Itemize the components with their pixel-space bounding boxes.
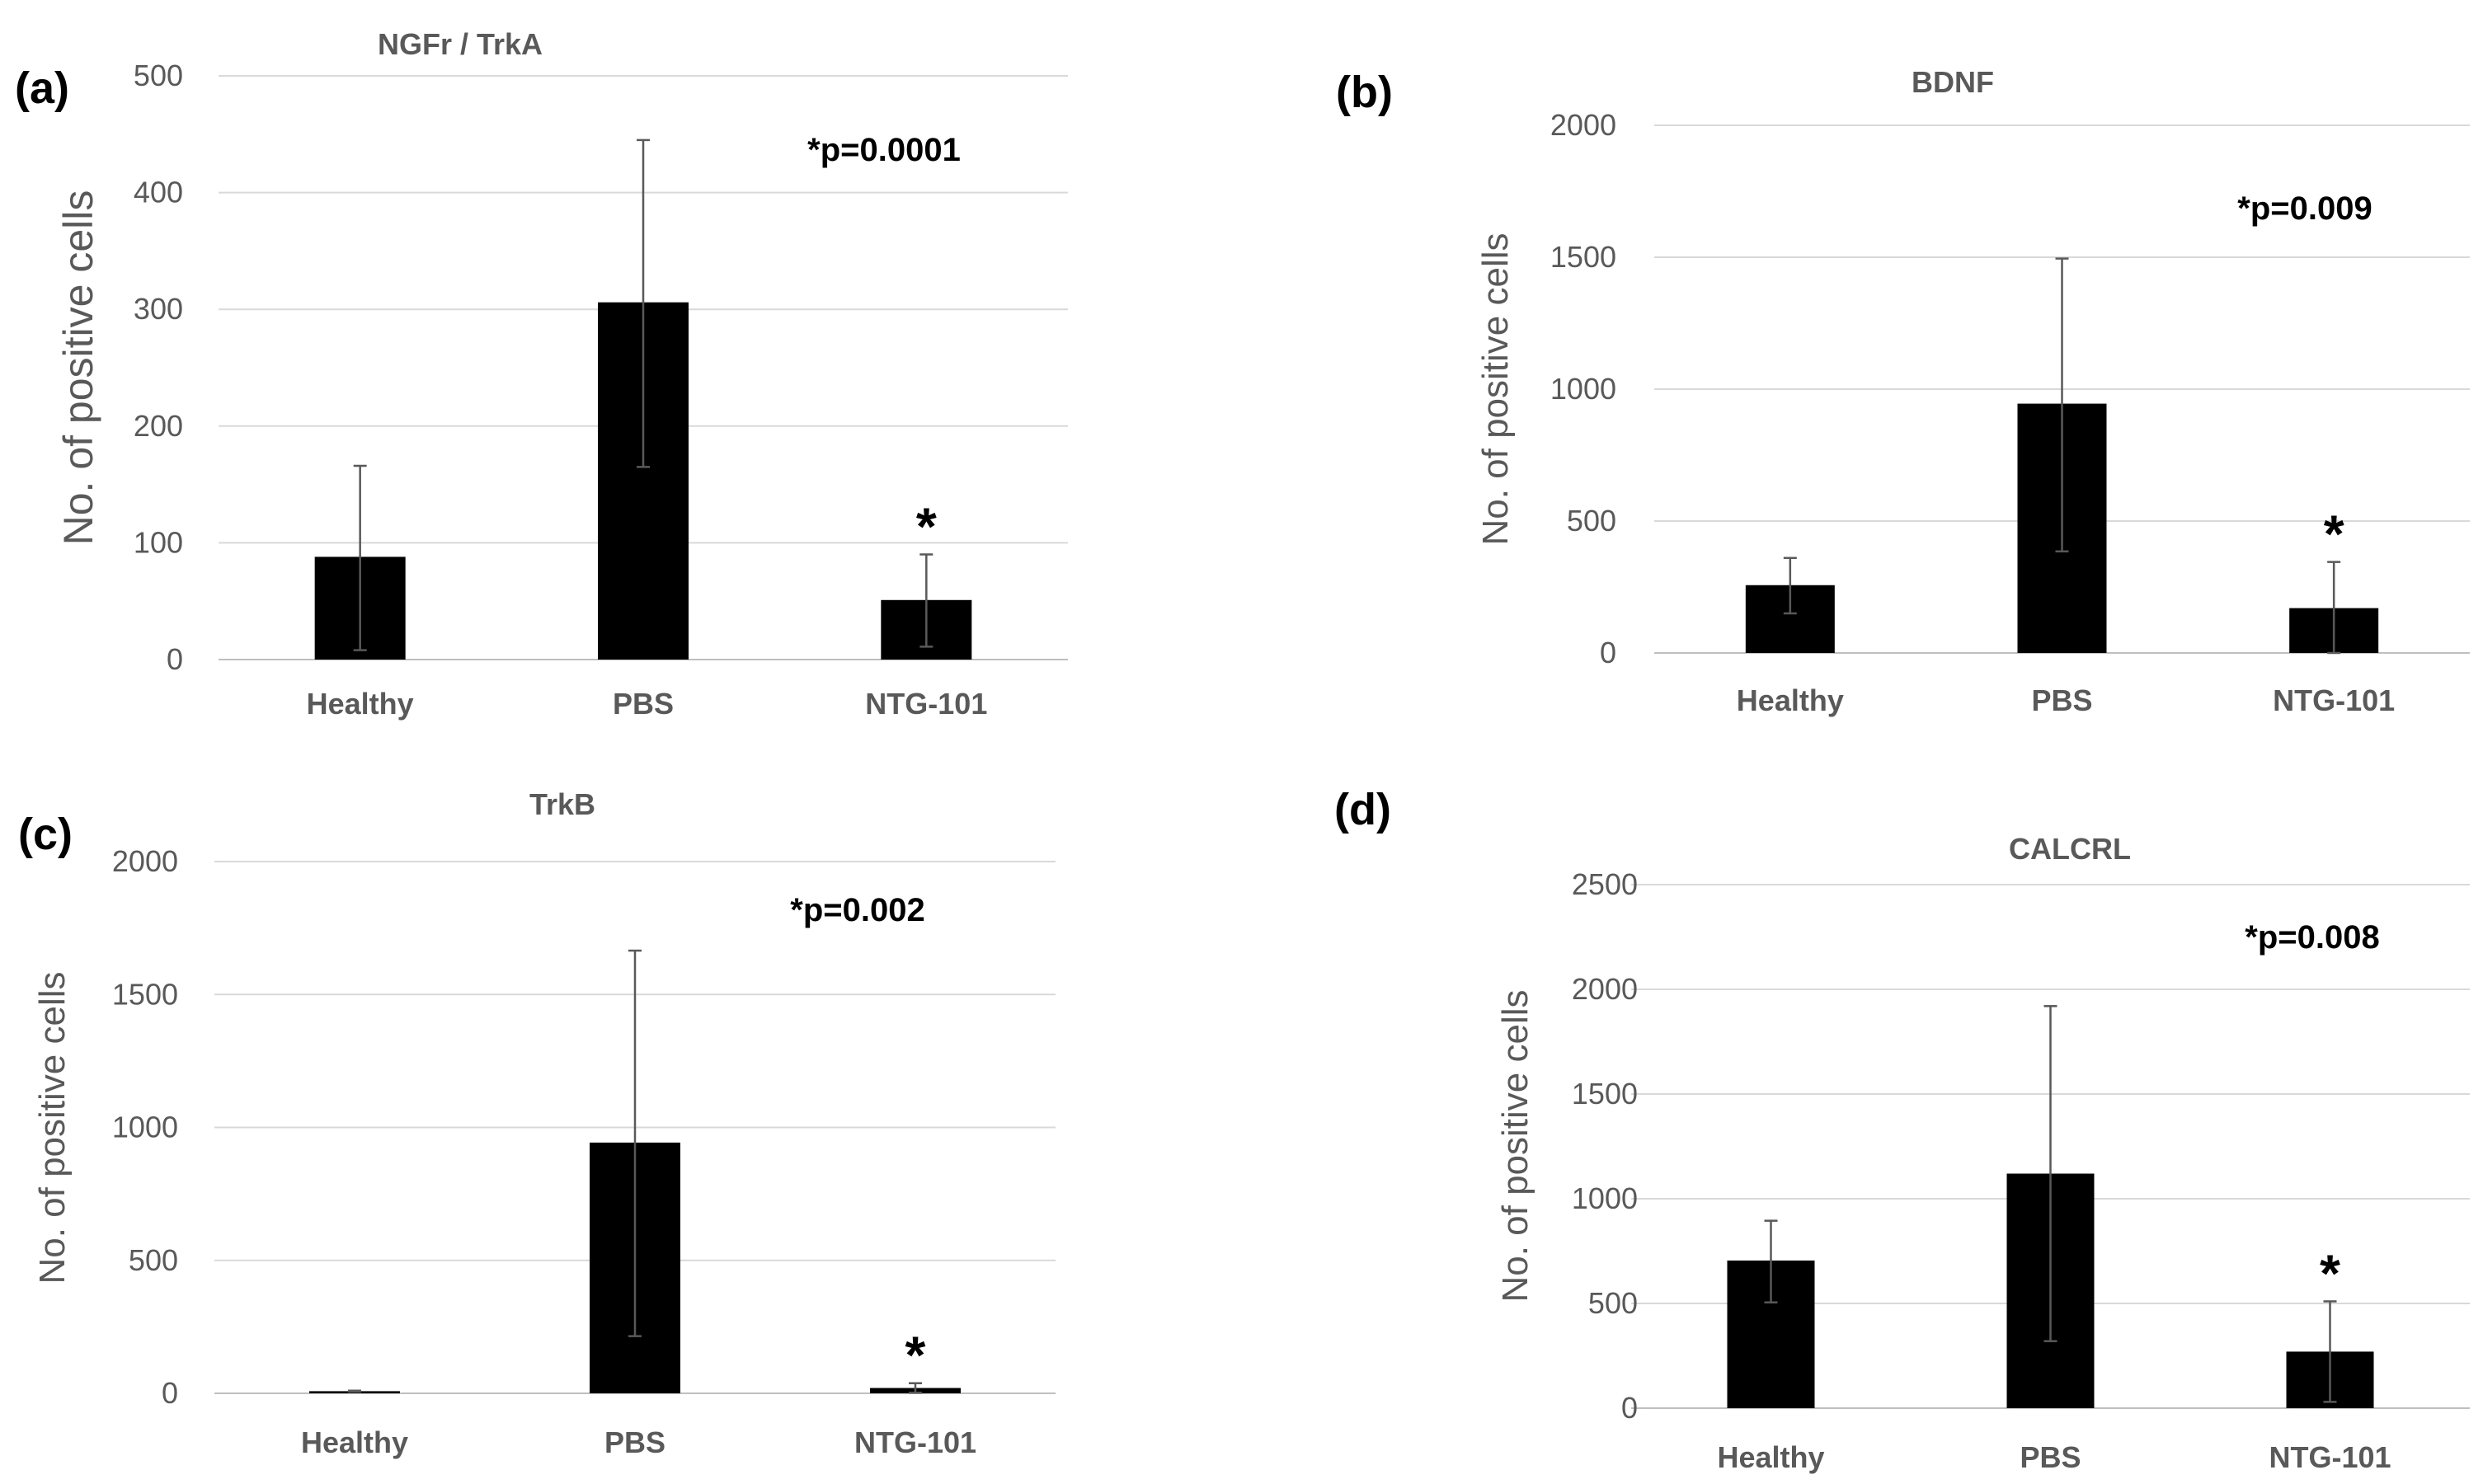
error-bar — [1783, 556, 1797, 615]
error-bar — [1764, 1219, 1778, 1303]
category-label: Healthy — [307, 687, 414, 721]
y-tick-label: 1000 — [112, 1111, 178, 1144]
panel-letter: (b) — [1336, 68, 1393, 117]
category-label: PBS — [604, 1425, 665, 1459]
category-label: PBS — [613, 687, 674, 721]
y-tick-label: 0 — [1600, 636, 1616, 669]
significance-star: * — [916, 497, 937, 556]
category-label: PBS — [2031, 683, 2092, 717]
chart-title: CALCRL — [2009, 832, 2131, 866]
y-tick-label: 0 — [1621, 1391, 1638, 1425]
category-label: NTG-101 — [854, 1425, 976, 1459]
error-bar — [919, 553, 933, 648]
category-label: Healthy — [1717, 1440, 1824, 1474]
category-label: Healthy — [1737, 683, 1844, 717]
y-tick-label: 2500 — [1572, 867, 1638, 901]
category-label: NTG-101 — [2273, 683, 2395, 717]
chart-title: BDNF — [1912, 65, 1994, 99]
y-tick-label: 400 — [134, 176, 183, 209]
chart-title: NGFr / TrkA — [378, 27, 543, 61]
y-tick-label: 1500 — [1572, 1077, 1638, 1111]
y-tick-label: 300 — [134, 292, 183, 326]
y-axis-label: No. of positive cells — [1475, 232, 1516, 545]
error-bar — [2043, 1005, 2057, 1342]
error-bar — [2327, 561, 2341, 655]
significance-star: * — [2324, 505, 2344, 564]
y-axis-label: No. of positive cells — [1495, 989, 1535, 1302]
panel-letter: (a) — [15, 63, 69, 113]
p-value-annotation: *p=0.009 — [2237, 190, 2372, 227]
chart-panel-2: (c) TrkB 0 500 1000 1500 2000 No. of positive c… — [18, 787, 1056, 1459]
y-tick-label: 2000 — [1550, 108, 1616, 142]
error-bar — [628, 949, 642, 1337]
y-tick-label: 100 — [134, 525, 183, 559]
category-label: Healthy — [301, 1425, 408, 1459]
error-bar — [2323, 1300, 2337, 1403]
p-value-annotation: *p=0.002 — [790, 892, 924, 928]
significance-star: * — [905, 1326, 926, 1385]
significance-star: * — [2320, 1243, 2340, 1303]
category-label: PBS — [2020, 1440, 2081, 1474]
panel-letter: (d) — [1334, 785, 1391, 834]
chart-title: TrkB — [529, 787, 595, 821]
y-axis-label: No. of positive cells — [32, 971, 73, 1284]
chart-panel-3: (d) CALCRL 0 500 1000 1500 2000 2500 No. of posi… — [1334, 785, 2470, 1474]
error-bar — [353, 464, 367, 651]
y-tick-label: 200 — [134, 409, 183, 443]
y-tick-label: 500 — [134, 59, 183, 92]
y-tick-label: 2000 — [1572, 972, 1638, 1006]
category-label: NTG-101 — [2269, 1440, 2391, 1474]
y-tick-label: 500 — [1567, 504, 1616, 538]
y-tick-label: 1500 — [1550, 240, 1616, 274]
y-tick-label: 1500 — [112, 977, 178, 1011]
chart-panel-1: (b) BDNF 0 500 1000 1500 2000 No. of positive c… — [1336, 65, 2470, 717]
error-bar — [2055, 257, 2069, 553]
error-bar — [348, 1389, 361, 1393]
error-bar — [637, 139, 650, 468]
y-tick-label: 2000 — [112, 844, 178, 878]
panel-letter: (c) — [18, 810, 73, 859]
p-value-annotation: *p=0.008 — [2245, 919, 2379, 956]
error-bar — [909, 1382, 922, 1394]
y-tick-label: 500 — [1588, 1286, 1638, 1320]
y-axis-label: No. of positive cells — [55, 190, 101, 546]
y-tick-label: 500 — [129, 1243, 178, 1277]
y-tick-label: 1000 — [1572, 1181, 1638, 1215]
y-tick-label: 0 — [167, 642, 183, 676]
p-value-annotation: *p=0.0001 — [807, 132, 961, 168]
y-tick-label: 1000 — [1550, 372, 1616, 406]
category-label: NTG-101 — [865, 687, 987, 721]
y-tick-label: 0 — [162, 1376, 178, 1410]
chart-panel-0: (a) NGFr / TrkA 0 100 200 300 400 500 No. of pos… — [15, 27, 1068, 721]
